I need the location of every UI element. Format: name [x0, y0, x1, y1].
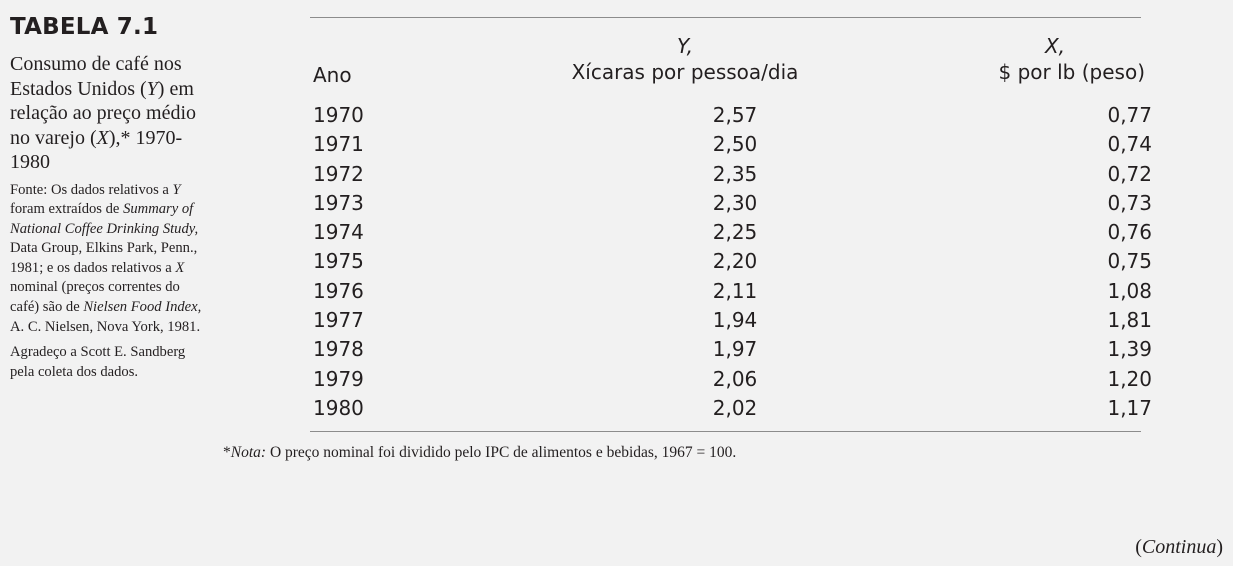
table-bottom-rule — [310, 431, 1141, 432]
cell-year: 1972 — [313, 161, 364, 186]
cell-y: 2,06 — [712, 366, 758, 391]
table-body: 1970 2,57 0,77 1971 2,50 0,74 1972 2,35 0,72 1… — [310, 101, 1152, 423]
cell-x: 0,76 — [1107, 220, 1152, 245]
cell-y: 2,57 — [712, 103, 758, 127]
footnote: *Nota: O preço nominal foi dividido pelo… — [223, 444, 737, 461]
cell-year: 1974 — [313, 220, 364, 245]
header-year: Ano — [313, 63, 352, 87]
cell-year: 1978 — [313, 337, 364, 362]
cell-x: 1,81 — [1107, 308, 1152, 333]
cell-year: 1975 — [313, 249, 364, 274]
table-top-rule — [310, 17, 1141, 18]
cell-x: 0,73 — [1107, 190, 1152, 215]
cell-y: 1,97 — [712, 337, 758, 362]
table-row: 1976 2,11 1,08 — [310, 277, 1152, 306]
header-x-symbol: X, — [1044, 34, 1065, 58]
cell-x: 1,17 — [1107, 395, 1152, 420]
header-x: X, $ por lb (peso) — [960, 33, 1145, 85]
header-x-label: $ por lb (peso) — [998, 60, 1145, 84]
cell-x: 1,39 — [1107, 337, 1152, 362]
table-row: 1979 2,06 1,20 — [310, 365, 1152, 394]
table-row: 1980 2,02 1,17 — [310, 394, 1152, 423]
table-row: 1972 2,35 0,72 — [310, 160, 1152, 189]
cell-year: 1980 — [313, 395, 364, 420]
table-caption: Consumo de café nos Estados Unidos (Y) e… — [10, 53, 197, 173]
cell-y: 2,20 — [712, 249, 758, 274]
cell-x: 0,77 — [1107, 103, 1152, 127]
cell-year: 1970 — [313, 103, 364, 127]
table-row: 1974 2,25 0,76 — [310, 218, 1152, 247]
table-label: TABELA 7.1 — [10, 14, 159, 40]
table-row: 1977 1,94 1,81 — [310, 306, 1152, 335]
table-row: 1970 2,57 0,77 — [310, 101, 1152, 130]
cell-year: 1973 — [313, 190, 364, 215]
cell-x: 0,75 — [1107, 249, 1152, 274]
table-source: Fonte: Os dados relativos a Y foram extr… — [10, 181, 202, 335]
header-y-symbol: Y, — [677, 34, 693, 58]
table-sidebar: TABELA 7.1 Consumo de café nos Estados U… — [10, 12, 210, 382]
cell-y: 1,94 — [712, 308, 758, 333]
header-y-label: Xícaras por pessoa/dia — [571, 60, 799, 84]
table-row: 1975 2,20 0,75 — [310, 247, 1152, 276]
cell-y: 2,50 — [712, 132, 758, 157]
cell-year: 1979 — [313, 366, 364, 391]
cell-year: 1976 — [313, 278, 364, 303]
cell-x: 0,72 — [1107, 161, 1152, 186]
table-row: 1973 2,30 0,73 — [310, 189, 1152, 218]
cell-x: 1,08 — [1107, 278, 1152, 303]
table-row: 1978 1,97 1,39 — [310, 335, 1152, 364]
cell-x: 1,20 — [1107, 366, 1152, 391]
cell-x: 0,74 — [1107, 132, 1152, 157]
cell-year: 1971 — [313, 132, 364, 157]
cell-y: 2,02 — [712, 395, 758, 420]
table-row: 1971 2,50 0,74 — [310, 130, 1152, 159]
cell-y: 2,25 — [712, 220, 758, 245]
cell-y: 2,11 — [712, 278, 758, 303]
cell-y: 2,35 — [712, 161, 758, 186]
continued-label: (Continua) — [1135, 536, 1223, 558]
acknowledgment: Agradeço a Scott E. Sandberg pela coleta… — [10, 344, 186, 380]
header-y: Y, Xícaras por pessoa/dia — [540, 33, 830, 85]
cell-year: 1977 — [313, 308, 364, 333]
cell-y: 2,30 — [712, 190, 758, 215]
